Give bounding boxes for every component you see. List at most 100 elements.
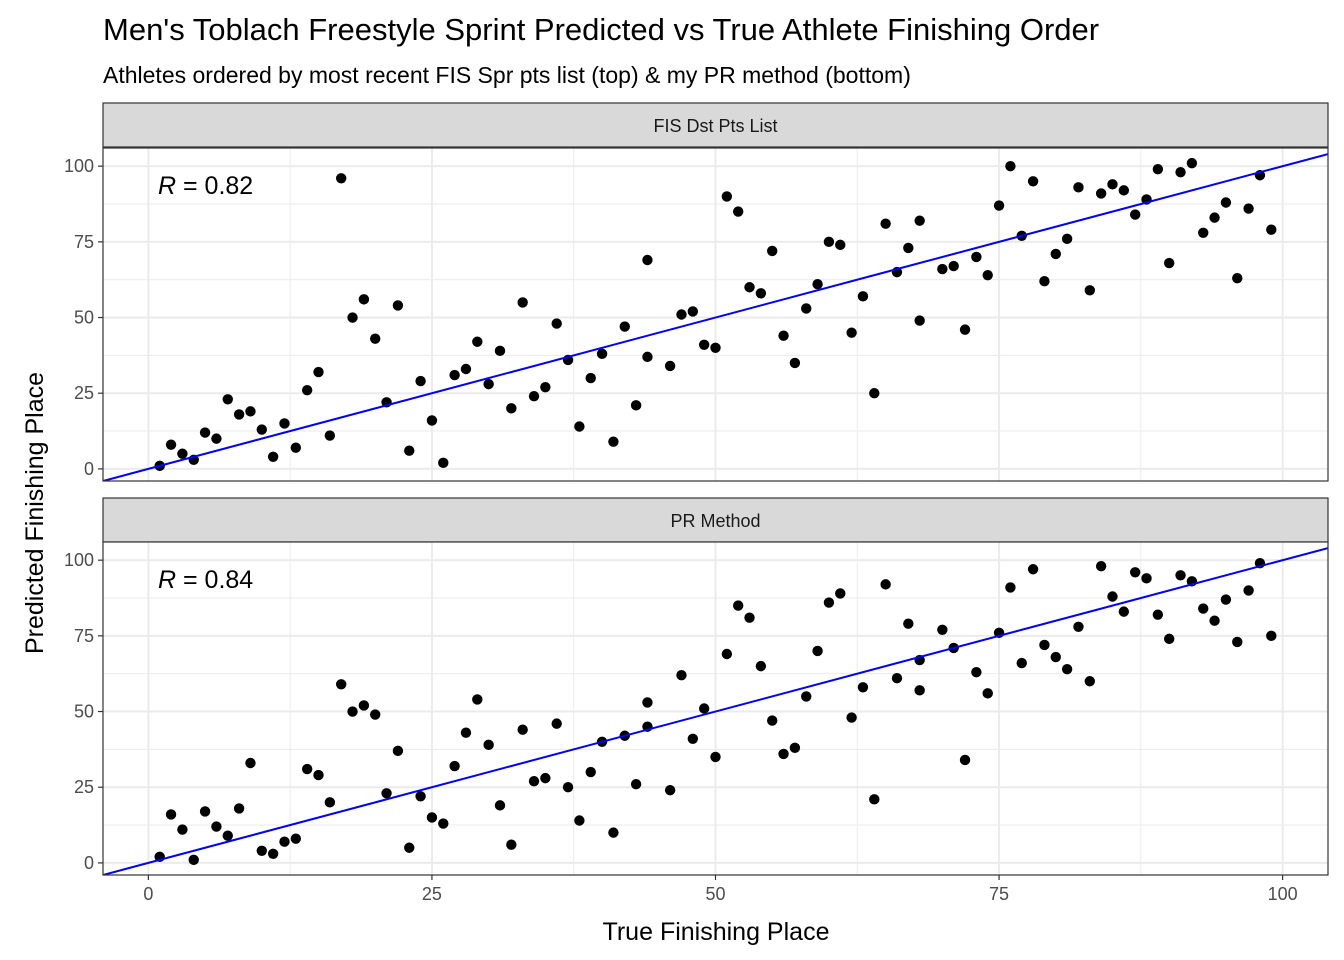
data-point <box>1209 615 1220 626</box>
data-point <box>494 800 506 811</box>
x-tick-label: 50 <box>705 884 725 904</box>
data-point <box>630 778 642 790</box>
y-tick-label: 0 <box>84 853 94 873</box>
x-tick-label: 75 <box>989 884 1009 904</box>
data-point <box>676 670 687 681</box>
data-point <box>676 309 687 320</box>
data-point <box>767 245 778 257</box>
data-point <box>1118 606 1130 617</box>
data-point <box>177 824 188 835</box>
data-point <box>880 218 891 229</box>
data-point <box>574 815 585 826</box>
y-tick-label: 100 <box>64 550 94 570</box>
data-point <box>869 388 880 399</box>
regression-line <box>103 153 1328 481</box>
data-point <box>1129 209 1141 220</box>
data-point <box>233 803 245 814</box>
facet-strip <box>102 497 1329 543</box>
data-point <box>971 666 982 678</box>
data-point <box>1039 276 1050 287</box>
data-point <box>1220 197 1232 208</box>
data-point <box>687 733 699 744</box>
data-point <box>1129 567 1141 578</box>
data-point <box>279 836 290 847</box>
data-point <box>199 806 211 817</box>
data-point <box>823 236 835 248</box>
facet-strip <box>102 102 1329 148</box>
data-point <box>642 351 653 363</box>
data-point <box>801 691 812 702</box>
y-tick-label: 25 <box>74 383 94 403</box>
data-point <box>540 772 551 784</box>
data-point <box>710 342 721 353</box>
data-point <box>199 427 211 438</box>
data-point <box>982 688 993 699</box>
data-point <box>1095 188 1107 199</box>
data-point <box>857 682 869 693</box>
data-point <box>687 306 699 317</box>
data-point <box>789 357 801 369</box>
facet-strip-label: PR Method <box>670 511 760 531</box>
data-point <box>449 369 460 381</box>
data-point <box>1050 651 1061 663</box>
data-point <box>347 706 358 717</box>
y-axis-title: Predicted Finishing Place <box>21 372 49 654</box>
data-point <box>1084 676 1096 687</box>
data-point <box>267 451 279 462</box>
data-point <box>789 742 801 754</box>
data-point <box>732 600 744 611</box>
regression-line <box>103 547 1328 875</box>
data-point <box>1164 633 1175 645</box>
correlation-symbol: R <box>158 172 176 200</box>
data-point <box>562 782 574 793</box>
data-point <box>1152 163 1164 175</box>
data-point <box>755 660 767 672</box>
data-point <box>460 363 472 375</box>
data-point <box>256 845 267 856</box>
x-tick-label: 0 <box>143 884 153 904</box>
data-point <box>1175 570 1186 581</box>
data-point <box>937 624 948 635</box>
data-point <box>880 579 891 590</box>
data-point <box>404 445 415 456</box>
data-point <box>812 645 823 657</box>
x-axis-title: True Finishing Place <box>603 918 830 946</box>
data-point <box>721 648 733 660</box>
y-tick-label: 100 <box>64 156 94 176</box>
data-point <box>222 830 233 841</box>
data-point <box>914 685 925 696</box>
data-point <box>426 812 438 823</box>
data-point <box>1243 203 1254 214</box>
data-point <box>993 200 1005 211</box>
data-point <box>664 360 676 372</box>
data-point <box>585 372 596 384</box>
data-point <box>211 433 222 444</box>
data-point <box>1175 167 1186 178</box>
data-point <box>1186 157 1198 169</box>
data-point <box>1084 285 1096 296</box>
data-point <box>1164 257 1175 269</box>
panel-1: FIS Dst Pts List R = 0.82 0 25 50 75 100 <box>64 102 1329 482</box>
data-point <box>438 457 449 469</box>
data-point <box>903 242 914 254</box>
data-point <box>914 315 925 326</box>
data-point <box>767 715 778 726</box>
data-point <box>347 312 358 323</box>
chart-title: Men's Toblach Freestyle Sprint Predicted… <box>103 12 1099 47</box>
data-point <box>823 597 835 608</box>
y-tick-label: 25 <box>74 777 94 797</box>
data-point <box>664 785 676 796</box>
data-point <box>517 297 528 308</box>
data-point <box>381 788 392 799</box>
data-point <box>698 703 710 714</box>
data-point <box>177 448 188 459</box>
data-point <box>335 173 347 184</box>
data-point <box>937 263 948 275</box>
data-point <box>1152 609 1164 620</box>
data-point <box>211 821 222 832</box>
data-point <box>959 754 971 766</box>
data-point <box>415 791 426 802</box>
data-point <box>404 842 415 853</box>
data-point <box>313 366 324 378</box>
